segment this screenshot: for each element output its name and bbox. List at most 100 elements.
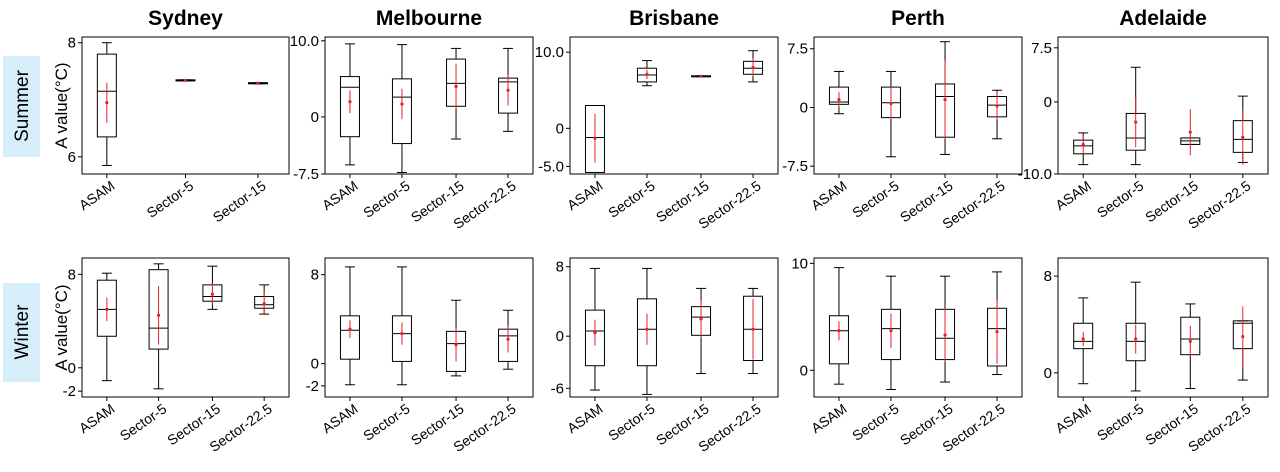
- box-body: [339, 315, 360, 360]
- mean-point: [156, 313, 161, 317]
- mean-point: [1081, 142, 1085, 147]
- mean-point: [105, 101, 109, 105]
- y-tick-label-winter-sydney-1: 0: [68, 360, 76, 377]
- y-tick-label-winter-brisbane-1: 0: [556, 328, 564, 345]
- mean-point: [400, 102, 404, 106]
- box-body: [96, 53, 117, 138]
- y-tick-label-winter-adelaide-1: 0: [1044, 365, 1052, 382]
- y-tick-label-winter-melbourne-2: -2: [306, 378, 319, 395]
- box-winter-sydney-sector-5: [148, 263, 169, 401]
- box-summer-adelaide-sector-5: [1125, 66, 1146, 178]
- box-body: [148, 269, 169, 350]
- category-label-winter-adelaide-asam: ASAM: [1052, 400, 1094, 436]
- mean-point: [1241, 334, 1245, 339]
- box-winter-melbourne-sector-22-5: [498, 309, 519, 401]
- box-body: [584, 309, 605, 367]
- y-tick-label-summer-brisbane-1: 0: [556, 120, 564, 137]
- mean-point: [1134, 337, 1138, 341]
- mean-point: [1134, 120, 1138, 124]
- y-tick-label-summer-perth-0: 7.5: [787, 41, 808, 58]
- y-tick-label-summer-melbourne-0: 10.0: [290, 33, 319, 50]
- axes-frame-summer-sydney: [81, 36, 290, 175]
- category-label-winter-brisbane-sector-5: Sector-5: [605, 400, 658, 444]
- category-label-summer-perth-asam: ASAM: [808, 177, 850, 213]
- box-summer-melbourne-sector-15: [446, 47, 467, 178]
- mean-point: [837, 98, 841, 102]
- panel-title-summer-brisbane: Brisbane: [629, 7, 719, 30]
- mean-point: [943, 333, 947, 337]
- y-tick-label-winter-sydney-2: -2: [63, 383, 76, 400]
- axes-frame-summer-brisbane: [569, 36, 779, 175]
- box-summer-sydney-asam: [96, 42, 117, 178]
- panel-title-summer-melbourne: Melbourne: [376, 7, 482, 30]
- category-label-winter-sydney-asam: ASAM: [76, 400, 118, 436]
- box-body: [828, 315, 849, 365]
- mean-point: [1081, 337, 1085, 341]
- y-tick-label-summer-melbourne-1: 0: [311, 109, 319, 126]
- box-body: [1073, 322, 1094, 350]
- category-label-winter-melbourne-asam: ASAM: [319, 400, 361, 436]
- mean-point: [943, 98, 947, 102]
- category-label-summer-melbourne-sector-5: Sector-5: [360, 177, 413, 221]
- mean-point: [400, 332, 404, 336]
- box-winter-melbourne-sector-5: [391, 266, 412, 401]
- category-label-summer-adelaide-asam: ASAM: [1052, 177, 1094, 213]
- box-summer-perth-sector-15: [935, 41, 956, 178]
- axes-frame-winter-melbourne: [324, 257, 534, 398]
- category-label-summer-sydney-sector-15: Sector-15: [210, 177, 269, 225]
- mean-point: [210, 292, 215, 296]
- box-winter-melbourne-sector-15: [446, 299, 467, 401]
- box-winter-sydney-sector-22-5: [254, 284, 275, 401]
- mean-point: [645, 72, 649, 76]
- y-tick-label-summer-brisbane-2: -5.0: [538, 158, 564, 175]
- box-winter-brisbane-sector-5: [636, 267, 657, 401]
- y-tick-label-summer-sydney-1: 6: [68, 149, 76, 166]
- season-label-summer-bg: [3, 56, 40, 157]
- category-label-winter-perth-asam: ASAM: [808, 400, 850, 436]
- y-tick-label-winter-perth-1: 0: [800, 362, 808, 379]
- box-summer-melbourne-sector-5: [391, 44, 412, 178]
- mean-point: [348, 100, 352, 104]
- box-summer-brisbane-sector-5: [636, 60, 657, 178]
- y-tick-label-winter-melbourne-1: 0: [311, 356, 319, 373]
- mean-point: [593, 331, 597, 335]
- season-label-winter-bg: [3, 283, 40, 382]
- box-body: [1125, 322, 1146, 362]
- category-label-summer-perth-sector-5: Sector-5: [849, 177, 902, 221]
- mean-point: [889, 101, 893, 106]
- mean-point: [889, 329, 893, 333]
- y-tick-label-summer-adelaide-0: 7.5: [1031, 40, 1052, 57]
- y-tick-label-winter-perth-0: 10: [791, 255, 808, 272]
- box-summer-brisbane-sector-15: [691, 74, 712, 178]
- box-winter-brisbane-sector-22-5: [743, 287, 764, 401]
- box-summer-perth-sector-5: [880, 70, 901, 178]
- axes-frame-winter-perth: [813, 257, 1023, 398]
- box-summer-brisbane-asam: [584, 105, 605, 178]
- box-body: [636, 298, 657, 367]
- category-label-summer-melbourne-asam: ASAM: [319, 177, 361, 213]
- axes-frame-winter-sydney: [81, 257, 290, 398]
- y-tick-label-summer-perth-2: -7.5: [782, 158, 808, 175]
- category-label-winter-brisbane-asam: ASAM: [564, 400, 606, 436]
- category-label-summer-brisbane-sector-5: Sector-5: [605, 177, 658, 221]
- box-winter-melbourne-asam: [339, 266, 360, 401]
- y-tick-label-winter-brisbane-2: -6: [551, 380, 564, 397]
- y-axis-label-summer-sydney: A value(°C): [52, 62, 71, 148]
- category-label-summer-adelaide-sector-5: Sector-5: [1094, 177, 1147, 221]
- category-label-summer-brisbane-asam: ASAM: [564, 177, 606, 213]
- box-winter-perth-sector-22-5: [987, 271, 1008, 401]
- box-winter-adelaide-asam: [1073, 297, 1094, 401]
- y-tick-label-winter-brisbane-0: 8: [556, 259, 564, 276]
- category-label-winter-adelaide-sector-5: Sector-5: [1094, 400, 1147, 444]
- box-summer-sydney-sector-5: [175, 78, 196, 178]
- box-body: [391, 78, 412, 145]
- axes-frame-summer-adelaide: [1057, 36, 1269, 175]
- box-body: [391, 315, 412, 362]
